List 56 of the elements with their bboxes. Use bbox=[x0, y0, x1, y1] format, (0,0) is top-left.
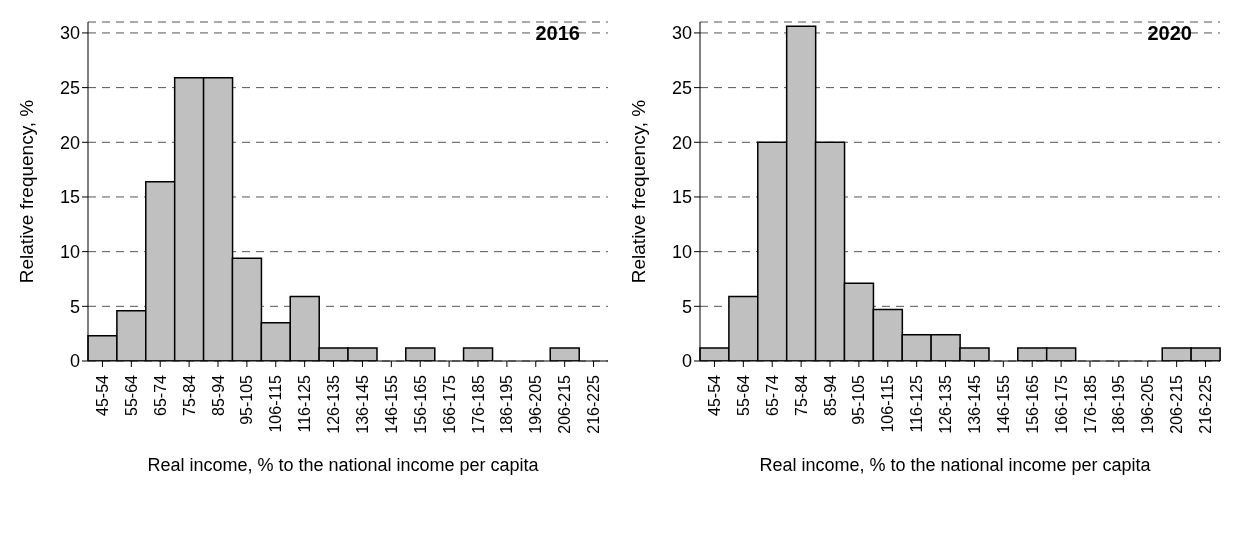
x-axis-title: Real income, % to the national income per capita bbox=[146, 454, 540, 477]
x-tick-label: 216-225 bbox=[1197, 374, 1215, 434]
x-tick-label: 176-185 bbox=[1081, 374, 1099, 434]
x-tick-label: 206-215 bbox=[1168, 374, 1186, 434]
x-tick-label: 146-155 bbox=[994, 374, 1012, 434]
x-tick-label: 216-225 bbox=[585, 374, 603, 434]
x-tick-label: 166-175 bbox=[1052, 374, 1070, 434]
y-tick-label: 10 bbox=[59, 242, 80, 263]
y-tick-label: 10 bbox=[671, 242, 692, 263]
x-tick-label: 136-145 bbox=[353, 374, 371, 434]
x-tick-label: 156-165 bbox=[1023, 374, 1041, 434]
x-tick-label: 45-54 bbox=[93, 374, 111, 416]
x-tick-label: 136-145 bbox=[965, 374, 983, 434]
x-tick-label: 75-84 bbox=[792, 374, 810, 416]
x-tick-label: 55-64 bbox=[734, 374, 752, 416]
x-tick-label: 126-135 bbox=[325, 374, 343, 434]
y-tick-label: 5 bbox=[69, 296, 80, 317]
x-tick-label: 206-215 bbox=[556, 374, 574, 434]
x-tick-label: 106-115 bbox=[879, 374, 897, 433]
y-tick-label: 5 bbox=[681, 296, 692, 317]
x-tick-label: 95-105 bbox=[850, 374, 868, 425]
x-tick-label: 65-74 bbox=[763, 374, 781, 416]
y-tick-label: 20 bbox=[671, 132, 692, 153]
x-tick-label: 75-84 bbox=[180, 374, 198, 416]
x-axis-title: Real income, % to the national income per capita bbox=[758, 454, 1152, 477]
y-tick-label: 15 bbox=[671, 187, 692, 208]
x-tick-label: 186-195 bbox=[1110, 374, 1128, 434]
x-tick-label: 166-175 bbox=[440, 374, 458, 434]
y-axis-title: Relative frequency, % bbox=[15, 99, 37, 284]
x-tick-label: 116-125 bbox=[296, 374, 314, 433]
y-tick-label: 25 bbox=[671, 78, 692, 98]
y-tick-label: 0 bbox=[69, 351, 80, 372]
x-tick-label: 146-155 bbox=[382, 374, 400, 434]
x-tick-label: 106-115 bbox=[267, 374, 285, 433]
x-tick-label: 95-105 bbox=[238, 374, 256, 425]
chart-title: 2016 bbox=[535, 22, 580, 45]
y-tick-label: 20 bbox=[59, 132, 80, 153]
x-tick-label: 116-125 bbox=[908, 374, 926, 433]
x-tick-label: 85-94 bbox=[209, 374, 227, 416]
y-tick-label: 0 bbox=[681, 351, 692, 372]
x-tick-label: 45-54 bbox=[705, 374, 723, 416]
y-axis-title: Relative frequency, % bbox=[627, 99, 649, 284]
x-tick-label: 196-205 bbox=[527, 374, 545, 434]
chart-title: 2020 bbox=[1147, 22, 1192, 45]
x-tick-label: 65-74 bbox=[151, 374, 169, 416]
x-tick-label: 156-165 bbox=[411, 374, 429, 434]
y-tick-label: 15 bbox=[59, 187, 80, 208]
x-tick-label: 196-205 bbox=[1139, 374, 1157, 434]
x-tick-label: 126-135 bbox=[937, 374, 955, 434]
x-tick-label: 85-94 bbox=[821, 374, 839, 416]
y-tick-label: 30 bbox=[671, 23, 692, 44]
y-tick-label: 30 bbox=[59, 23, 80, 44]
x-tick-label: 176-185 bbox=[469, 374, 487, 434]
x-tick-label: 186-195 bbox=[498, 374, 516, 434]
x-tick-label: 55-64 bbox=[122, 374, 140, 416]
y-tick-label: 25 bbox=[59, 78, 80, 98]
